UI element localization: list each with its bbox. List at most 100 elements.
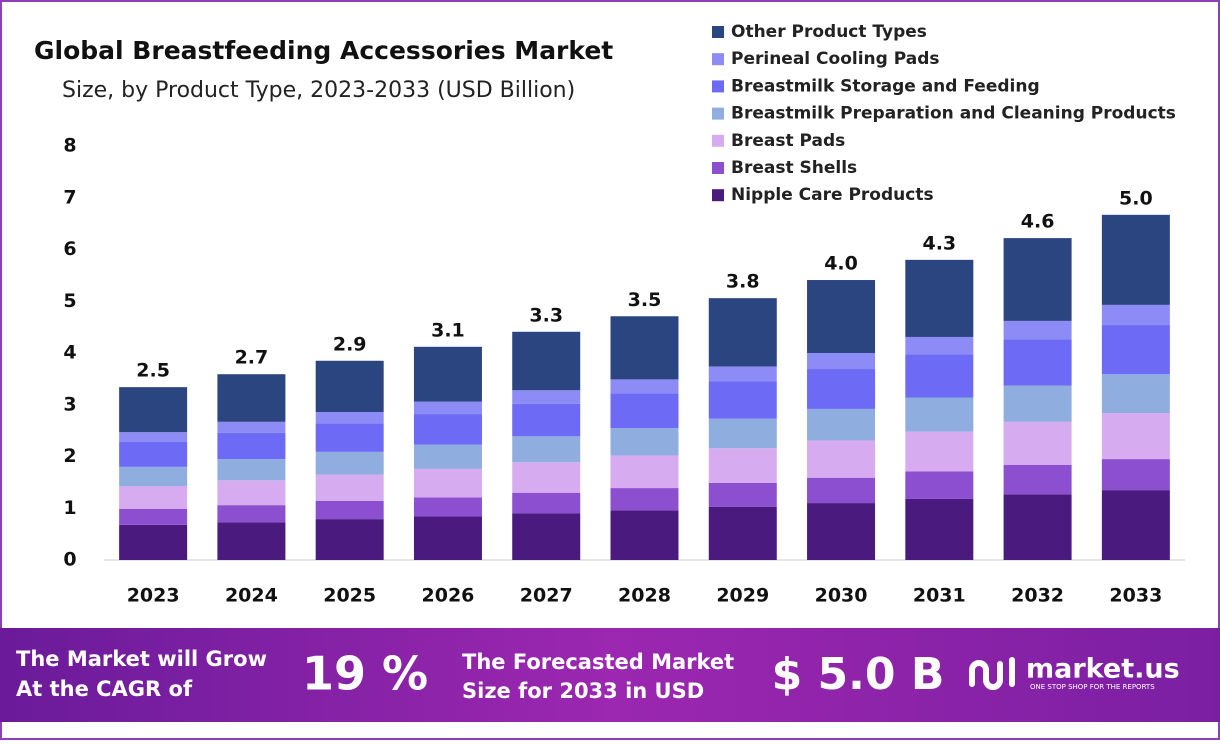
forecast-text: The Forecasted Market [462,650,734,674]
bar-segment [708,482,777,507]
bar-segment [610,488,679,511]
legend-swatch [712,107,724,120]
bar-segment [315,411,384,424]
x-tick-label: 2024 [225,585,278,607]
forecast-value: $ 5.0 B [772,649,945,700]
bar-segment [512,436,581,463]
bar-segment [807,503,876,560]
x-tick-label: 2032 [1011,585,1064,607]
bar-segment [1003,421,1072,465]
total-label: 3.8 [726,271,760,293]
bar-segment [1101,325,1170,375]
bar-segment [217,522,286,560]
bar-segment [413,414,482,445]
bar-segment [708,506,777,560]
bar-segment [708,298,777,367]
y-tick-label: 6 [63,238,76,260]
bar-segment [1003,339,1072,386]
bar-segment [1003,494,1072,560]
bar-segment [119,387,188,433]
total-label: 3.1 [431,319,465,341]
bar-segment [413,516,482,560]
bar-segment [217,459,286,481]
bar-segment [512,403,581,437]
y-tick-label: 2 [63,445,76,467]
y-tick-label: 0 [63,549,76,571]
bar-segment [413,444,482,469]
chart-title: Global Breastfeeding Accessories Market [34,36,613,65]
x-tick-label: 2031 [913,585,966,607]
bar-segment [905,471,974,499]
bar-segment [708,418,777,449]
bar-segment [119,466,188,486]
x-tick-label: 2023 [127,585,180,607]
total-label: 3.5 [628,289,662,311]
bar-segment [315,451,384,475]
bar-segment [217,421,286,433]
bar-segment [1003,385,1072,422]
brand-tagline: ONE STOP SHOP FOR THE REPORTS [1030,683,1155,691]
bar-segment [217,480,286,506]
chart-subtitle: Size, by Product Type, 2023-2033 (USD Bi… [62,78,575,103]
bar-segment [807,477,876,504]
legend-label: Perineal Cooling Pads [731,49,940,69]
y-tick-label: 5 [63,290,76,312]
total-label: 2.5 [136,360,170,382]
brand-name: market.us [1026,654,1180,685]
legend-label: Breastmilk Storage and Feeding [731,76,1040,96]
bar-segment [315,519,384,560]
bar-segment [905,259,974,337]
bar-segment [315,423,384,452]
bar-segment [807,369,876,409]
bar-segment [610,510,679,560]
bar-segment [119,442,188,467]
x-tick-label: 2028 [618,585,671,607]
bar-segment [119,524,188,560]
bar-segment [905,336,974,355]
bar-segment [512,492,581,514]
legend-label: Other Product Types [731,22,927,42]
bar-segment [1101,413,1170,460]
bar-segment [315,501,384,520]
x-tick-label: 2026 [422,585,475,607]
brand-logo [969,657,1015,690]
bar-segment [1101,374,1170,414]
bar-segment [610,379,679,394]
bar-segment [708,366,777,382]
bar-segment [1101,459,1170,491]
footer-banner [0,628,1220,722]
bar-segment [217,432,286,460]
y-tick-label: 3 [63,393,76,415]
bar-segment [217,374,286,422]
total-label: 3.3 [529,304,563,326]
y-tick-label: 8 [63,135,76,157]
y-tick-label: 1 [63,497,76,519]
bar-segment [1003,464,1072,495]
bar-segment [905,431,974,472]
bar-segment [413,468,482,498]
bar-segment [217,505,286,523]
bar-segment [119,432,188,443]
bar-segment [610,316,679,380]
total-label: 2.7 [235,347,269,369]
legend-swatch [712,189,724,202]
bar-segment [807,353,876,370]
x-tick-label: 2030 [815,585,868,607]
legend-label: Breast Pads [731,131,845,151]
bar-segment [512,390,581,404]
bar-segment [610,393,679,429]
total-label: 4.6 [1021,211,1055,233]
bar-segment [512,462,581,493]
x-tick-label: 2033 [1109,585,1162,607]
bar-segment [119,508,188,525]
bar-segment [905,397,974,432]
bar-segment [807,280,876,353]
bar-segment [1101,490,1170,560]
bar-segment [512,513,581,560]
bar-segment [413,497,482,517]
legend-label: Breast Shells [731,158,857,178]
total-label: 4.0 [824,253,858,275]
x-tick-label: 2029 [716,585,769,607]
cagr-value: 19 % [302,647,428,701]
bar-segment [708,448,777,483]
